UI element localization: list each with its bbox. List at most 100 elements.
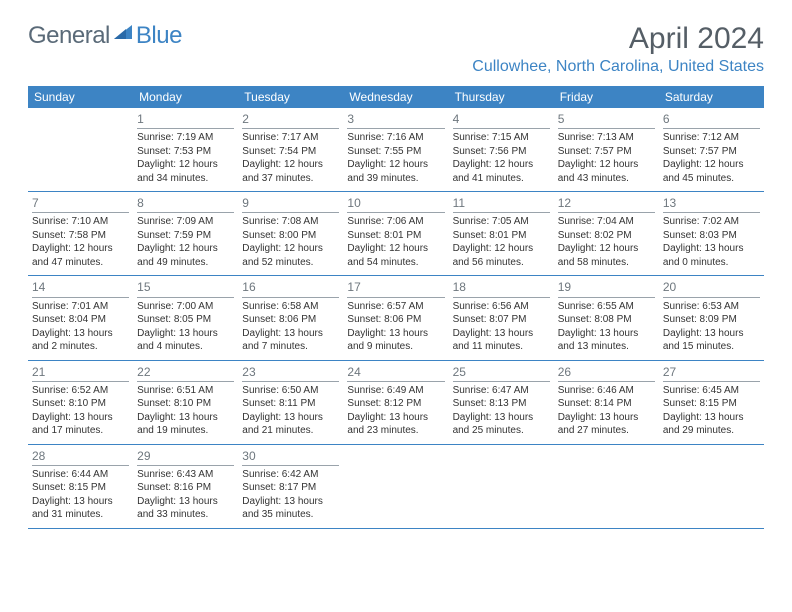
calendar-table: SundayMondayTuesdayWednesdayThursdayFrid… — [28, 86, 764, 529]
calendar-body: 1Sunrise: 7:19 AMSunset: 7:53 PMDaylight… — [28, 108, 764, 529]
day-divider — [32, 381, 129, 382]
day-cell — [449, 445, 554, 528]
day-cell: 26Sunrise: 6:46 AMSunset: 8:14 PMDayligh… — [554, 361, 659, 444]
weekday-header-cell: Monday — [133, 86, 238, 108]
daylight-line-1: Daylight: 12 hours — [453, 242, 550, 256]
daylight-line-2: and 34 minutes. — [137, 172, 234, 186]
day-number: 21 — [32, 364, 129, 380]
sunrise-line: Sunrise: 6:44 AM — [32, 468, 129, 482]
daylight-line-1: Daylight: 12 hours — [32, 242, 129, 256]
day-divider — [137, 212, 234, 213]
day-number: 26 — [558, 364, 655, 380]
sunrise-line: Sunrise: 6:47 AM — [453, 384, 550, 398]
daylight-line-1: Daylight: 12 hours — [137, 242, 234, 256]
daylight-line-2: and 35 minutes. — [242, 508, 339, 522]
day-divider — [137, 128, 234, 129]
day-number: 19 — [558, 279, 655, 295]
day-cell: 11 Sunrise: 7:05 AMSunset: 8:01 PMDayligh… — [449, 192, 554, 275]
day-cell: 17Sunrise: 6:57 AMSunset: 8:06 PMDayligh… — [343, 276, 448, 359]
daylight-line-2: and 43 minutes. — [558, 172, 655, 186]
sunrise-line: Sunrise: 6:52 AM — [32, 384, 129, 398]
day-cell: 27Sunrise: 6:45 AMSunset: 8:15 PMDayligh… — [659, 361, 764, 444]
sunset-line: Sunset: 8:02 PM — [558, 229, 655, 243]
day-number: 16 — [242, 279, 339, 295]
sunset-line: Sunset: 7:57 PM — [558, 145, 655, 159]
daylight-line-2: and 39 minutes. — [347, 172, 444, 186]
daylight-line-1: Daylight: 12 hours — [242, 242, 339, 256]
location-subtitle: Cullowhee, North Carolina, United States — [472, 58, 764, 76]
day-divider — [558, 128, 655, 129]
day-number: 22 — [137, 364, 234, 380]
sunset-line: Sunset: 8:10 PM — [137, 397, 234, 411]
day-cell: 21Sunrise: 6:52 AMSunset: 8:10 PMDayligh… — [28, 361, 133, 444]
day-cell: 3Sunrise: 7:16 AMSunset: 7:55 PMDaylight… — [343, 108, 448, 191]
sunrise-line: Sunrise: 7:09 AM — [137, 215, 234, 229]
day-cell: 12Sunrise: 7:04 AMSunset: 8:02 PMDayligh… — [554, 192, 659, 275]
day-cell: 22Sunrise: 6:51 AMSunset: 8:10 PMDayligh… — [133, 361, 238, 444]
sunrise-line: Sunrise: 6:58 AM — [242, 300, 339, 314]
sunset-line: Sunset: 8:05 PM — [137, 313, 234, 327]
sunrise-line: Sunrise: 6:56 AM — [453, 300, 550, 314]
sunrise-line: Sunrise: 7:05 AM — [453, 215, 550, 229]
sunset-line: Sunset: 8:06 PM — [347, 313, 444, 327]
daylight-line-2: and 9 minutes. — [347, 340, 444, 354]
sunset-line: Sunset: 8:13 PM — [453, 397, 550, 411]
weekday-header-row: SundayMondayTuesdayWednesdayThursdayFrid… — [28, 86, 764, 108]
day-divider — [558, 212, 655, 213]
daylight-line-1: Daylight: 13 hours — [242, 411, 339, 425]
sunrise-line: Sunrise: 7:02 AM — [663, 215, 760, 229]
sunrise-line: Sunrise: 6:49 AM — [347, 384, 444, 398]
daylight-line-1: Daylight: 12 hours — [242, 158, 339, 172]
daylight-line-2: and 23 minutes. — [347, 424, 444, 438]
sunset-line: Sunset: 7:53 PM — [137, 145, 234, 159]
daylight-line-1: Daylight: 13 hours — [663, 327, 760, 341]
day-number: 11 — [453, 195, 550, 211]
sunset-line: Sunset: 8:07 PM — [453, 313, 550, 327]
daylight-line-2: and 13 minutes. — [558, 340, 655, 354]
sunrise-line: Sunrise: 7:00 AM — [137, 300, 234, 314]
sunset-line: Sunset: 8:03 PM — [663, 229, 760, 243]
day-number: 4 — [453, 111, 550, 127]
brand-text-blue: Blue — [136, 22, 182, 50]
daylight-line-2: and 0 minutes. — [663, 256, 760, 270]
daylight-line-1: Daylight: 13 hours — [32, 327, 129, 341]
daylight-line-1: Daylight: 13 hours — [242, 495, 339, 509]
day-number: 28 — [32, 448, 129, 464]
daylight-line-2: and 54 minutes. — [347, 256, 444, 270]
daylight-line-2: and 47 minutes. — [32, 256, 129, 270]
day-cell: 24Sunrise: 6:49 AMSunset: 8:12 PMDayligh… — [343, 361, 448, 444]
daylight-line-2: and 31 minutes. — [32, 508, 129, 522]
day-divider — [137, 297, 234, 298]
sunset-line: Sunset: 8:09 PM — [663, 313, 760, 327]
sunset-line: Sunset: 8:01 PM — [453, 229, 550, 243]
day-cell: 2Sunrise: 7:17 AMSunset: 7:54 PMDaylight… — [238, 108, 343, 191]
sunset-line: Sunset: 7:55 PM — [347, 145, 444, 159]
daylight-line-2: and 37 minutes. — [242, 172, 339, 186]
day-cell: 10Sunrise: 7:06 AMSunset: 8:01 PMDayligh… — [343, 192, 448, 275]
weekday-header-cell: Sunday — [28, 86, 133, 108]
sunrise-line: Sunrise: 6:45 AM — [663, 384, 760, 398]
day-number: 20 — [663, 279, 760, 295]
sunrise-line: Sunrise: 7:12 AM — [663, 131, 760, 145]
daylight-line-2: and 19 minutes. — [137, 424, 234, 438]
day-cell: 14Sunrise: 7:01 AMSunset: 8:04 PMDayligh… — [28, 276, 133, 359]
daylight-line-1: Daylight: 13 hours — [137, 411, 234, 425]
day-number: 6 — [663, 111, 760, 127]
day-divider — [137, 381, 234, 382]
page-title: April 2024 — [472, 22, 764, 56]
day-number: 27 — [663, 364, 760, 380]
day-divider — [453, 128, 550, 129]
sunrise-line: Sunrise: 6:55 AM — [558, 300, 655, 314]
sunset-line: Sunset: 8:08 PM — [558, 313, 655, 327]
day-number: 8 — [137, 195, 234, 211]
day-cell — [554, 445, 659, 528]
sunrise-line: Sunrise: 7:19 AM — [137, 131, 234, 145]
day-number: 30 — [242, 448, 339, 464]
daylight-line-2: and 25 minutes. — [453, 424, 550, 438]
sunrise-line: Sunrise: 7:17 AM — [242, 131, 339, 145]
day-divider — [453, 381, 550, 382]
daylight-line-2: and 7 minutes. — [242, 340, 339, 354]
week-row: 7Sunrise: 7:10 AMSunset: 7:58 PMDaylight… — [28, 192, 764, 276]
sunrise-line: Sunrise: 7:16 AM — [347, 131, 444, 145]
weekday-header-cell: Thursday — [449, 86, 554, 108]
